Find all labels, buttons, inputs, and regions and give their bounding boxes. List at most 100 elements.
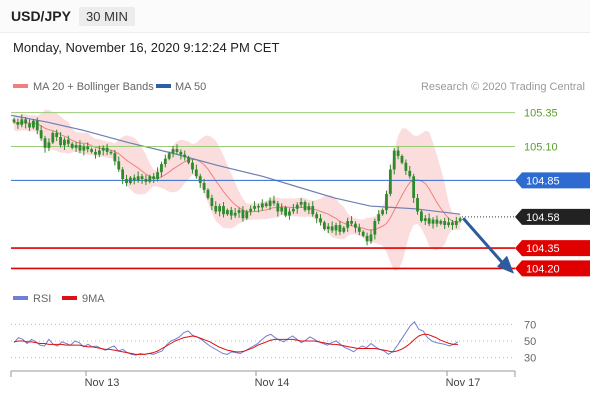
candle-body [427, 218, 431, 224]
candle-body [202, 183, 206, 190]
candle-body [136, 176, 140, 181]
candle-body [280, 207, 284, 212]
candle-body [156, 172, 159, 179]
candle-body [198, 176, 202, 184]
candle-body [59, 136, 62, 146]
candle-body [191, 162, 194, 170]
candle-body [105, 147, 109, 152]
legend-swatch-ma20 [13, 84, 28, 88]
candle-body [171, 149, 175, 154]
legend-label-ma20: MA 20 + Bollinger Bands [33, 81, 154, 93]
candle-body [194, 169, 198, 177]
candle-body [315, 214, 319, 219]
candle-body [284, 207, 287, 216]
candle-body [206, 189, 210, 198]
candle-body [396, 150, 400, 156]
candle-body [82, 146, 86, 151]
candle-body [326, 226, 330, 230]
candle-body [226, 210, 229, 215]
level-label-105.35: 105.35 [524, 108, 558, 120]
candle-body [330, 226, 334, 231]
legend-label-rsi-ma: 9MA [82, 293, 105, 305]
candle-body [385, 193, 388, 211]
candle-body [303, 202, 307, 211]
candle-body [179, 151, 183, 155]
candle-body [237, 210, 241, 213]
x-label-nov-14: Nov 14 [255, 377, 290, 389]
candle-body [187, 157, 190, 163]
candle-body [229, 210, 233, 216]
candle-body [288, 211, 291, 216]
candle-body [245, 211, 249, 219]
candle-body [416, 197, 419, 212]
candle-body [458, 218, 462, 221]
level-label-104.58: 104.58 [526, 212, 560, 224]
candle-body [334, 225, 338, 231]
candle-body [66, 139, 70, 144]
candle-body [268, 200, 272, 207]
x-label-nov-17: Nov 17 [446, 377, 481, 389]
candle-body [117, 161, 121, 170]
rsi-tick-30: 30 [524, 353, 536, 365]
candle-body [16, 122, 20, 125]
rsi-line [13, 321, 459, 356]
candle-body [74, 145, 78, 148]
candle-body [253, 206, 256, 209]
source-credit: Research © 2020 Trading Central [421, 81, 585, 93]
legend-label-ma50: MA 50 [175, 81, 206, 93]
candle-body [291, 208, 295, 212]
legend-swatch-rsi [13, 296, 28, 300]
candle-body [377, 214, 381, 221]
candle-body [233, 212, 237, 216]
candle-body [350, 220, 353, 224]
candle-body [451, 222, 454, 226]
candle-body [346, 220, 350, 228]
candle-body [113, 153, 117, 162]
candle-body [342, 227, 346, 232]
rsi-ma-line [13, 333, 458, 355]
candle-body [454, 220, 458, 226]
candle-body [183, 154, 187, 158]
candle-body [311, 206, 315, 215]
candle-body [97, 150, 101, 155]
candle-body [222, 206, 225, 215]
candle-body [381, 210, 384, 215]
candle-body [125, 178, 128, 184]
timeframe-badge[interactable]: 30 MIN [79, 7, 135, 26]
candle-body [101, 147, 105, 151]
candle-body [388, 169, 392, 194]
candle-body [148, 176, 152, 182]
level-tag-104.20 [515, 260, 590, 277]
candle-body [272, 200, 276, 204]
candle-body [109, 151, 113, 154]
candle-body [32, 120, 35, 128]
candle-body [167, 153, 171, 159]
ma50-line [10, 114, 461, 215]
candle-body [249, 208, 253, 212]
candle-body [39, 130, 43, 139]
legend-swatch-rsi-ma [62, 296, 77, 300]
bollinger-band [14, 109, 461, 271]
candle-body [121, 169, 125, 179]
candle-body [257, 206, 260, 208]
level-label-104.20: 104.20 [526, 263, 560, 275]
candle-body [295, 204, 299, 209]
candle-body [12, 119, 16, 123]
candle-body [28, 123, 31, 128]
forecast-arrow [462, 217, 507, 267]
x-label-nov-13: Nov 13 [85, 377, 120, 389]
candle-body [404, 162, 408, 171]
candle-body [86, 146, 90, 150]
candle-body [90, 149, 93, 152]
forecast-arrow-head [497, 255, 514, 274]
candle-body [144, 178, 148, 182]
candle-body [129, 177, 132, 184]
candle-body [55, 132, 59, 137]
level-label-105.10: 105.10 [524, 141, 558, 153]
level-tag-104.85 [515, 172, 590, 189]
candle-body [264, 203, 268, 207]
rsi-tick-50: 50 [524, 336, 536, 348]
candle-body [307, 206, 311, 211]
